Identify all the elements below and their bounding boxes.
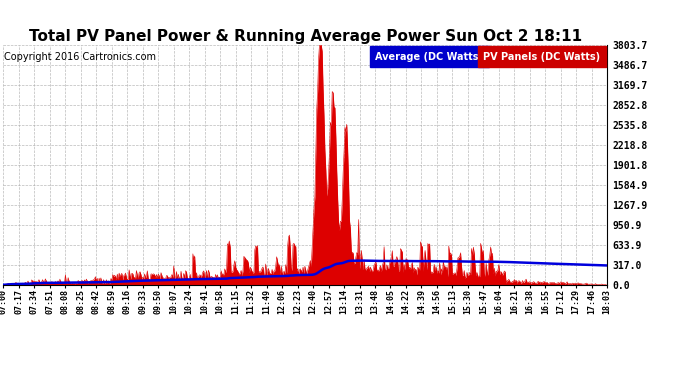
Title: Total PV Panel Power & Running Average Power Sun Oct 2 18:11: Total PV Panel Power & Running Average P… [29, 29, 582, 44]
Text: Copyright 2016 Cartronics.com: Copyright 2016 Cartronics.com [4, 52, 156, 62]
Legend: Average (DC Watts), PV Panels (DC Watts): Average (DC Watts), PV Panels (DC Watts) [373, 50, 602, 64]
